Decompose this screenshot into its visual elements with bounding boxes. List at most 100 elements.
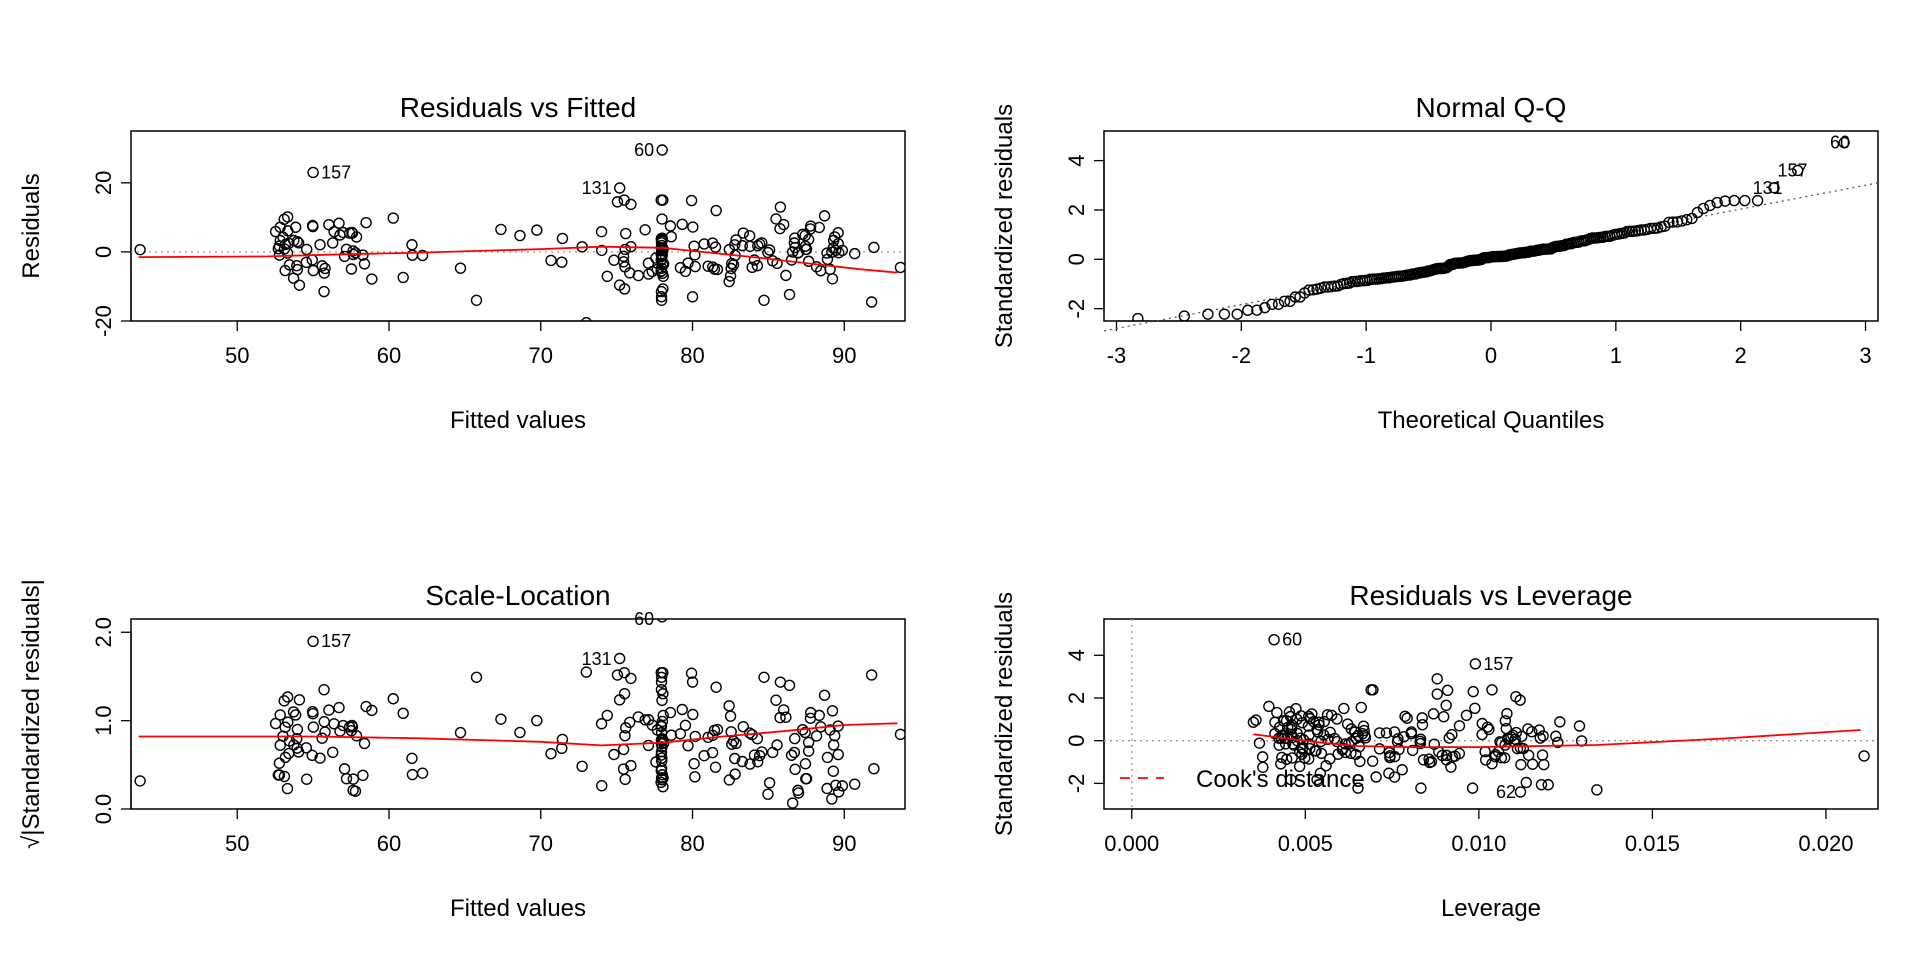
data-point [337, 719, 349, 732]
data-point [272, 242, 285, 255]
smooth-line [138, 245, 898, 274]
data-point [1303, 738, 1316, 750]
data-point [774, 201, 787, 213]
data-point [655, 772, 668, 784]
data-point [343, 227, 356, 239]
data-point [1431, 673, 1443, 685]
data-point [1446, 728, 1458, 741]
data-point [307, 708, 319, 720]
data-point [729, 768, 741, 780]
data-point [1284, 710, 1297, 723]
data-point [1345, 723, 1357, 735]
data-point [287, 706, 300, 718]
data-point [596, 780, 608, 792]
data-point [651, 724, 664, 736]
data-point [766, 255, 779, 267]
data-point [613, 279, 626, 291]
data-point [327, 237, 339, 249]
data-point [1415, 782, 1427, 794]
data-point [406, 249, 419, 261]
data-point [655, 294, 668, 306]
data-point [1259, 301, 1271, 314]
chart-title: Scale-Location [425, 580, 610, 611]
points-group [1132, 136, 1850, 321]
data-point [316, 732, 328, 744]
data-point [771, 739, 783, 751]
data-point [802, 745, 815, 757]
x-tick-label: 50 [225, 343, 249, 368]
x-tick-label: 0 [1485, 343, 1497, 368]
data-point [657, 283, 669, 295]
data-point [333, 217, 345, 229]
data-point [366, 704, 378, 717]
data-point [788, 237, 801, 249]
data-point [406, 239, 418, 251]
data-point [1414, 737, 1427, 750]
data-point [758, 671, 770, 683]
data-point [743, 230, 756, 242]
data-point [651, 263, 664, 276]
data-point [1315, 747, 1328, 760]
y-tick-label: -20 [91, 305, 116, 337]
data-point [293, 694, 306, 706]
x-tick-label: 80 [680, 831, 704, 856]
plot-frame [1103, 130, 1879, 322]
panel-rvf: Residuals vs Fitted 50 60 70 80 90 -20 0 20 Fitte… [18, 92, 906, 434]
data-point [618, 666, 630, 679]
data-point [655, 746, 668, 758]
data-point [1427, 708, 1440, 720]
data-point [556, 256, 568, 268]
data-point [307, 220, 319, 233]
data-point [836, 780, 849, 792]
data-point [698, 238, 710, 250]
y-tick-label: 1.0 [91, 705, 116, 736]
data-point [1460, 709, 1473, 721]
data-point [1486, 684, 1498, 696]
data-point [789, 763, 801, 776]
data-point [758, 294, 770, 306]
data-point [1352, 782, 1364, 794]
data-point [319, 262, 331, 275]
data-point [307, 264, 320, 277]
x-axis-label: Fitted values [450, 895, 586, 922]
data-point [1501, 707, 1513, 720]
smooth-line [138, 722, 898, 747]
point-label: 157 [321, 162, 351, 182]
data-point [531, 224, 543, 236]
data-point [595, 225, 608, 238]
data-point [642, 257, 655, 269]
data-point [306, 254, 318, 266]
data-point [349, 247, 362, 259]
data-point [347, 245, 359, 257]
data-point [827, 765, 840, 777]
data-point [319, 726, 331, 738]
data-point [1467, 685, 1479, 698]
data-point [272, 769, 285, 781]
data-point [328, 718, 340, 730]
x-axis-label: Leverage [1441, 895, 1541, 922]
data-point [780, 711, 792, 723]
data-point [1751, 194, 1764, 207]
data-point [1396, 764, 1408, 776]
point-label: 131 [582, 178, 612, 198]
data-point [1313, 719, 1325, 731]
data-point [293, 279, 306, 291]
point-label: 131 [1753, 178, 1783, 198]
data-point [785, 254, 798, 266]
data-point [291, 742, 303, 754]
data-point [1514, 786, 1527, 798]
data-point [1446, 751, 1459, 763]
data-point [657, 688, 669, 700]
data-point [300, 773, 313, 785]
data-point [357, 769, 369, 782]
y-axis-label: Residuals [18, 173, 45, 278]
data-point [358, 258, 371, 270]
data-point [1691, 206, 1704, 219]
data-point [1495, 752, 1508, 764]
data-point [347, 784, 359, 797]
data-point [777, 218, 790, 231]
data-point [762, 246, 774, 259]
data-point [656, 213, 668, 225]
data-point [1296, 748, 1308, 760]
data-point [1373, 727, 1386, 739]
